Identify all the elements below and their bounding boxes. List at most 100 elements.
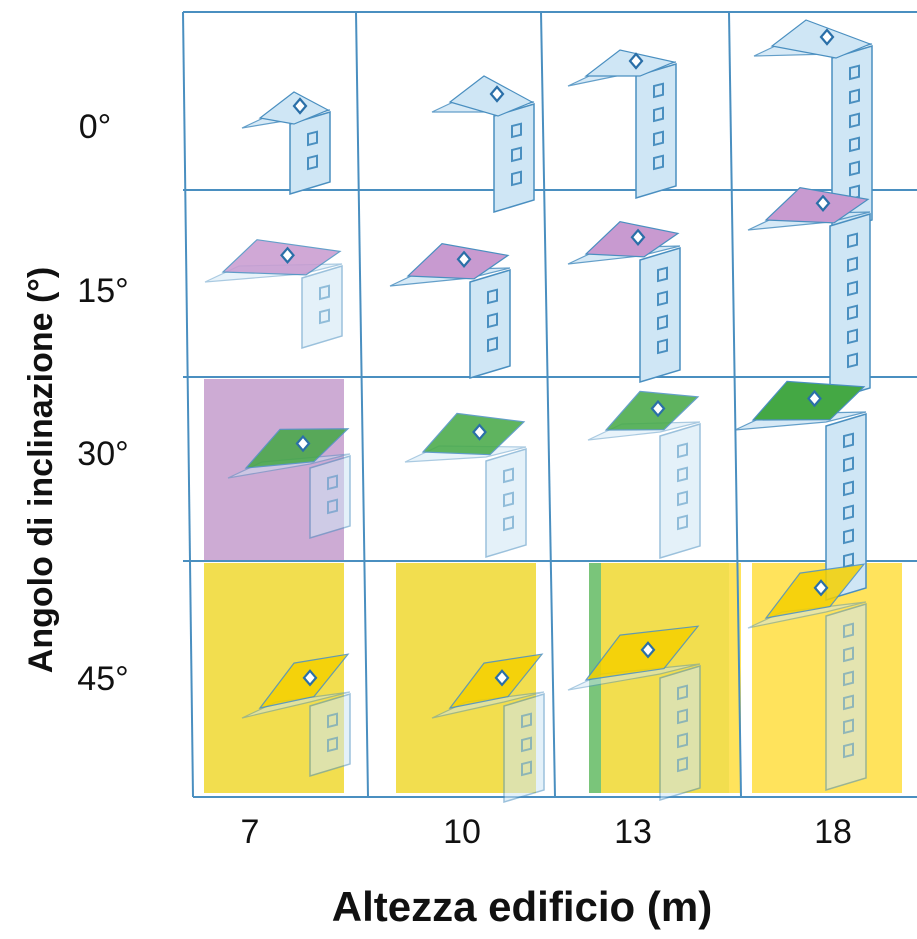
building-wall	[503, 692, 545, 804]
building-wall	[485, 447, 527, 559]
window-icon	[847, 352, 858, 369]
window-icon	[653, 154, 664, 171]
building-r1-c0	[204, 239, 343, 350]
building-r3-c2	[567, 625, 701, 802]
building-r0-c0	[241, 91, 331, 196]
building-r0-c3	[753, 19, 873, 234]
building-wall	[659, 422, 701, 560]
window-icon	[487, 288, 498, 305]
window-icon	[843, 504, 854, 521]
window-icon	[843, 646, 854, 663]
building-r3-c0	[241, 653, 351, 778]
building-wall	[635, 62, 677, 200]
window-icon	[677, 708, 688, 725]
window-icon	[657, 338, 668, 355]
window-icon	[849, 160, 860, 177]
roof-panel	[421, 412, 526, 456]
col-label-18: 18	[814, 813, 852, 851]
building-r1-c2	[567, 221, 681, 384]
window-icon	[657, 290, 668, 307]
window-icon	[677, 684, 688, 701]
roof-panel	[584, 49, 676, 77]
window-icon	[521, 760, 532, 777]
window-icon	[849, 64, 860, 81]
row-label-15: 15°	[77, 272, 128, 310]
skylight-icon	[489, 85, 505, 103]
window-icon	[327, 474, 338, 491]
building-r2-c1	[404, 412, 527, 559]
grid-line-v3	[728, 11, 742, 798]
building-r2-c3	[734, 380, 867, 602]
building-wall	[493, 102, 535, 214]
window-icon	[657, 314, 668, 331]
col-label-13: 13	[614, 813, 652, 851]
building-r1-c1	[389, 243, 511, 380]
roof-panel	[258, 653, 350, 709]
window-icon	[307, 154, 318, 171]
roof-panel	[221, 239, 342, 276]
col-label-10: 10	[443, 813, 481, 851]
building-r2-c0	[227, 428, 351, 540]
building-wall	[469, 268, 511, 380]
window-icon	[843, 432, 854, 449]
window-icon	[511, 122, 522, 139]
x-axis-title: Altezza edificio (m)	[332, 883, 712, 930]
window-icon	[843, 456, 854, 473]
skylight-icon	[813, 579, 829, 597]
window-icon	[847, 280, 858, 297]
building-wall	[289, 110, 331, 196]
roof-panel	[406, 243, 510, 280]
window-icon	[843, 694, 854, 711]
window-icon	[521, 712, 532, 729]
roof-panel	[448, 653, 544, 709]
skylight-icon	[628, 52, 644, 70]
roof-panel	[751, 380, 866, 421]
window-icon	[847, 304, 858, 321]
building-wall	[301, 264, 343, 350]
y-axis-title: Angolo di inclinazione (°)	[22, 267, 60, 673]
window-icon	[847, 328, 858, 345]
grid	[182, 11, 917, 798]
grid-line-v0	[182, 11, 194, 798]
window-icon	[677, 732, 688, 749]
window-icon	[677, 442, 688, 459]
window-icon	[843, 622, 854, 639]
window-icon	[843, 670, 854, 687]
window-icon	[847, 256, 858, 273]
window-icon	[677, 490, 688, 507]
window-icon	[657, 266, 668, 283]
skylight-icon	[819, 28, 835, 46]
skylight-icon	[640, 641, 656, 659]
skylight-icon	[807, 389, 822, 408]
window-icon	[511, 146, 522, 163]
window-icon	[653, 106, 664, 123]
window-icon	[503, 515, 514, 532]
building-layer	[204, 19, 873, 804]
col-label-7: 7	[241, 813, 260, 851]
building-r0-c2	[567, 49, 677, 200]
building-r1-c3	[747, 187, 871, 402]
window-icon	[511, 170, 522, 187]
skylight-icon	[472, 423, 487, 441]
row-label-45: 45°	[77, 660, 128, 698]
window-icon	[843, 528, 854, 545]
window-icon	[503, 491, 514, 508]
building-r3-c1	[431, 653, 545, 804]
window-icon	[843, 718, 854, 735]
window-icon	[307, 130, 318, 147]
skylight-icon	[295, 434, 311, 453]
window-icon	[521, 736, 532, 753]
window-icon	[327, 498, 338, 515]
window-icon	[677, 756, 688, 773]
window-icon	[843, 742, 854, 759]
skylight-icon	[292, 97, 308, 115]
window-icon	[327, 736, 338, 753]
building-r2-c2	[587, 390, 701, 560]
building-wall	[309, 454, 351, 540]
window-icon	[319, 308, 330, 325]
window-icon	[503, 467, 514, 484]
window-icon	[677, 466, 688, 483]
skylight-icon	[456, 250, 472, 268]
roof-panel	[584, 221, 680, 258]
window-icon	[843, 480, 854, 497]
